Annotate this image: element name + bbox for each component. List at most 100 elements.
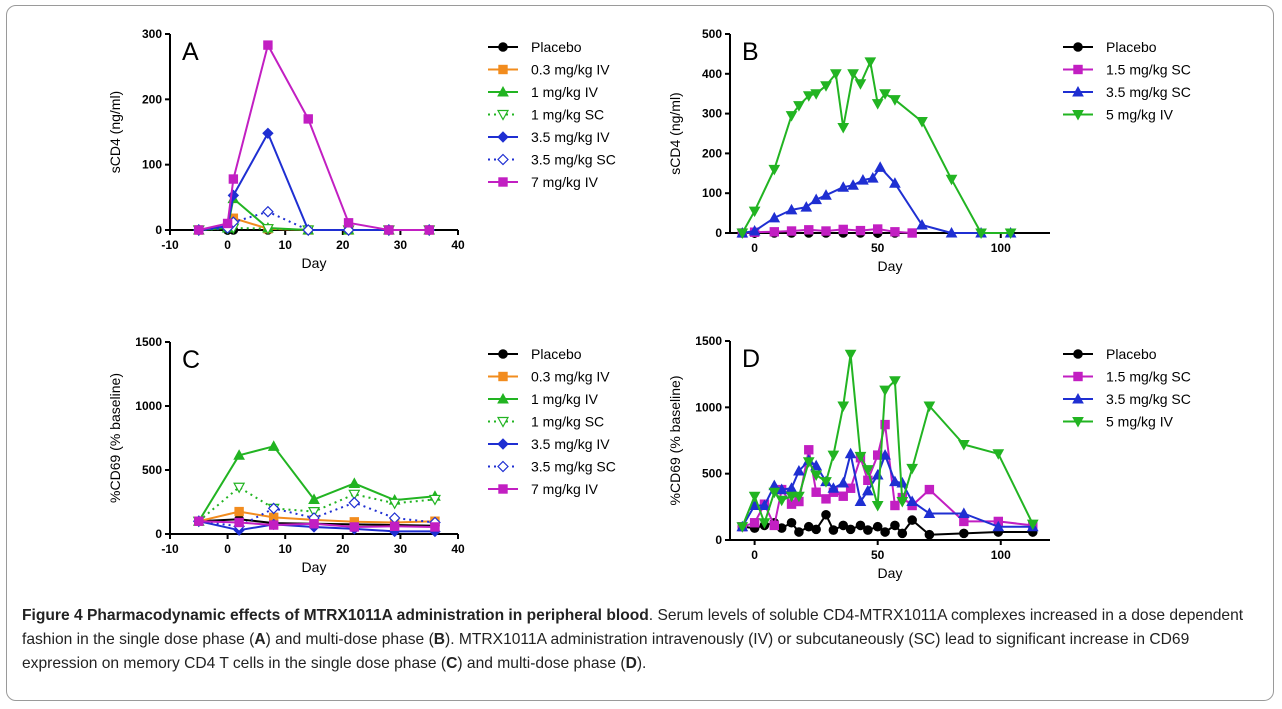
panel-d-point-1-5-mg-kg-sc (811, 487, 821, 497)
panel-d-point-placebo (786, 517, 797, 528)
panel-d-point-placebo (811, 524, 821, 535)
panel-d-x-tick-label: 0 (751, 548, 758, 562)
panel-d-point-3-5-mg-kg-sc (871, 468, 884, 480)
panel-a-point-3-5-mg-kg-sc (302, 224, 315, 236)
panel-c-point-7-mg-kg-iv (389, 521, 400, 532)
panel-d-point-5-mg-kg-iv (889, 376, 901, 387)
panel-c-point-1-mg-kg-sc (388, 498, 401, 510)
panel-b-letter: B (742, 38, 759, 66)
panel-a-legend-label-0-3-mg-kg-iv: 0.3 mg/kg IV (531, 62, 610, 78)
panel-a-legend-marker-placebo (498, 42, 508, 52)
caption-title: Figure 4 Pharmacodynamic effects of MTRX… (22, 607, 649, 624)
panel-d-point-placebo (863, 525, 873, 535)
panel-d-point-placebo (794, 527, 804, 537)
panel-c-point-3-5-mg-kg-sc (348, 496, 361, 509)
panel-d-y-axis-label: %CD69 (% baseline) (667, 376, 683, 506)
panel-c-y-tick-label: 1500 (135, 335, 162, 349)
panel-d-point-5-mg-kg-iv (861, 465, 874, 476)
panel-b-y-tick-label: 300 (702, 107, 722, 121)
panel-b-point-5-mg-kg-iv (785, 111, 798, 122)
panel-d-point-placebo (897, 528, 908, 539)
caption-ref-c: C (446, 655, 458, 672)
panel-d-y-tick-label: 500 (702, 467, 722, 481)
panel-a-point-3-5-mg-kg-sc (262, 205, 274, 218)
panel-b-point-3-5-mg-kg-sc (916, 219, 928, 230)
panel-d-point-3-5-mg-kg-sc (889, 475, 901, 487)
panel-c-point-1-mg-kg-sc (428, 494, 441, 506)
panel-b-y-tick-label: 400 (702, 67, 722, 81)
panel-d-point-placebo (924, 529, 935, 540)
panel-b-line-5-mg-kg-iv (741, 60, 1011, 234)
panel-b-point-5-mg-kg-iv (768, 164, 781, 176)
panel-c-point-7-mg-kg-iv (430, 522, 440, 532)
panel-b-point-1-5-mg-kg-sc (769, 227, 780, 237)
caption-text-1: . Serum levels of soluble CD4-MTRX1011A … (22, 607, 1244, 648)
panel-a-x-axis-label: Day (302, 255, 327, 271)
panel-b-point-1-5-mg-kg-sc (855, 225, 866, 236)
panel-c-x-tick-label: -10 (161, 542, 179, 556)
panel-b-x-axis-label: Day (878, 258, 903, 274)
panel-c-point-7-mg-kg-iv (194, 516, 204, 526)
panel-b-y-tick-label: 0 (715, 226, 722, 240)
panel-b-point-3-5-mg-kg-sc (945, 226, 958, 238)
panel-d-point-placebo (872, 521, 883, 532)
panel-c-point-3-5-mg-kg-sc (267, 502, 280, 515)
panel-a-x-tick-label: 30 (394, 238, 408, 252)
panel-b-legend-label-5-mg-kg-iv: 5 mg/kg IV (1106, 107, 1174, 123)
panel-a-legend-marker-1-mg-kg-iv (497, 85, 509, 97)
panel-d-point-5-mg-kg-iv (768, 487, 781, 499)
panel-d-point-1-5-mg-kg-sc (924, 484, 935, 495)
panel-b-point-5-mg-kg-iv (829, 69, 842, 80)
panel-b-point-5-mg-kg-iv (802, 91, 815, 102)
panel-c-legend-marker-1-mg-kg-sc (496, 416, 510, 428)
panel-d-point-5-mg-kg-iv (810, 470, 823, 482)
panel-c-point-7-mg-kg-iv (234, 517, 244, 528)
panel-d-point-5-mg-kg-iv (1026, 519, 1039, 531)
panel-c-legend-label-3-5-mg-kg-iv: 3.5 mg/kg IV (531, 436, 610, 452)
panel-d-point-5-mg-kg-iv (827, 450, 840, 462)
panel-b-point-5-mg-kg-iv (889, 95, 901, 106)
panel-a-y-axis-label: sCD4 (ng/ml) (107, 91, 123, 173)
panel-a-legend-label-1-mg-kg-iv: 1 mg/kg IV (531, 84, 599, 100)
panel-b-point-5-mg-kg-iv (847, 69, 859, 80)
panel-b-point-3-5-mg-kg-sc (748, 224, 761, 236)
panel-a-y-tick-label: 0 (155, 223, 162, 237)
panel-b-y-axis-label: sCD4 (ng/ml) (667, 92, 683, 174)
panel-b-point-3-5-mg-kg-sc (857, 174, 869, 185)
panel-d-point-placebo (838, 520, 849, 531)
panel-d-point-3-5-mg-kg-sc (844, 447, 857, 459)
panel-d-point-3-5-mg-kg-sc (793, 464, 805, 476)
panel-a-y-tick-label: 100 (142, 158, 162, 172)
panel-b-chart: 0 50 100 0 100 200 300 400 500 Day sCD4 (ng/ml) B Pl… (667, 27, 1191, 274)
panel-b-legend-marker-1-5-mg-kg-sc (1073, 64, 1083, 75)
panel-c-point-7-mg-kg-iv (349, 522, 360, 532)
panel-b-point-1-5-mg-kg-sc (786, 226, 797, 236)
panel-d-point-5-mg-kg-iv (906, 463, 919, 475)
panel-a-line-7-mg-kg-iv (198, 44, 430, 231)
panel-c-x-axis-label: Day (302, 559, 327, 575)
panel-d-letter: D (742, 345, 760, 373)
panel-b-legend-marker-3-5-mg-kg-sc (1072, 85, 1084, 97)
panel-b-point-3-5-mg-kg-sc (785, 203, 798, 215)
panel-b-legend-marker-placebo (1073, 42, 1083, 52)
panel-c-legend-marker-1-mg-kg-iv (497, 392, 509, 404)
panel-b-y-tick-label: 100 (702, 186, 722, 200)
panel-b-point-5-mg-kg-iv (975, 228, 987, 240)
panel-c-legend-marker-3-5-mg-kg-sc (497, 460, 509, 473)
panel-c-x-tick-label: 20 (336, 542, 350, 556)
panel-c-series-7-mg-kg-iv (194, 516, 440, 532)
panel-b-series-1-5-mg-kg-sc (737, 224, 917, 238)
panel-a-x-tick-label: 0 (224, 238, 231, 252)
panel-a-point-3-5-mg-kg-iv (262, 127, 274, 140)
panel-b-x-tick-label: 0 (751, 241, 758, 255)
panel-b-point-5-mg-kg-iv (879, 89, 891, 100)
panel-a-legend-marker-3-5-mg-kg-sc (497, 153, 509, 166)
panel-b-line-3-5-mg-kg-sc (742, 166, 1011, 234)
panel-a-x-tick-label: 10 (279, 238, 293, 252)
panel-c-legend-label-placebo: Placebo (531, 346, 582, 362)
panel-b-point-5-mg-kg-iv (916, 117, 928, 128)
panel-a-legend-marker-1-mg-kg-sc (496, 109, 510, 121)
panel-a-point-7-mg-kg-iv (263, 40, 273, 50)
panel-d-point-5-mg-kg-iv (748, 491, 761, 503)
panel-d-y-tick-label: 1000 (695, 400, 722, 414)
